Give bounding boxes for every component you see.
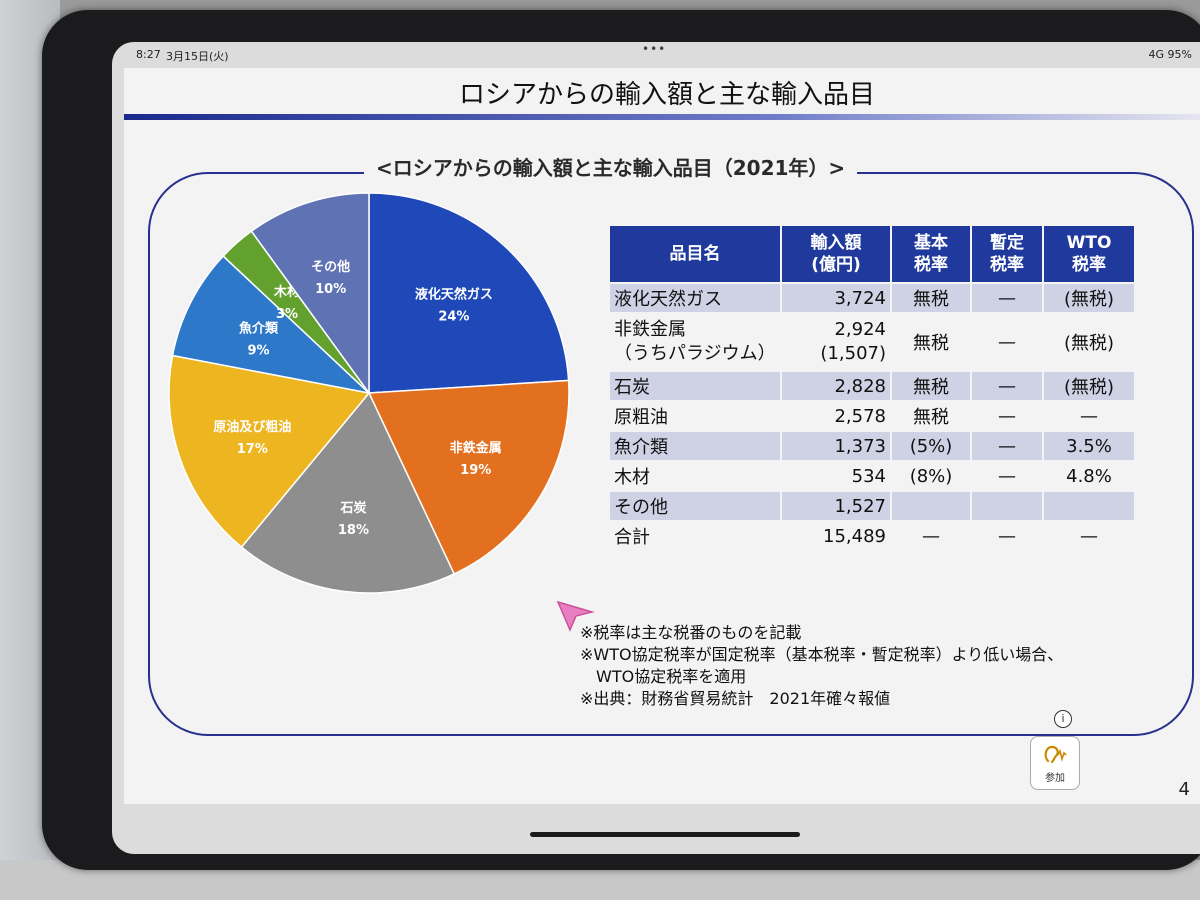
cell-wto: (無税) [1042,370,1136,402]
header-item: 品目名 [608,224,782,284]
join-button[interactable]: 参加 [1030,736,1080,790]
cell-basic: 無税 [890,282,972,314]
pie-slice-percent: 10% [315,282,346,297]
pie-slice-label: 原油及び粗油 [213,419,291,435]
status-time: 8:27 [136,48,161,61]
table-row: 石炭 2,828 無税 — (無税) [608,370,1136,402]
cell-basic: 無税 [890,370,972,402]
slide-title: ロシアからの輸入額と主な輸入品目 [458,80,875,110]
cell-provisional: — [970,400,1044,432]
cell-item: 非鉄金属 （うちパラジウム） [608,312,782,372]
info-icon[interactable]: i [1054,710,1072,728]
cell-item: 魚介類 [608,430,782,462]
pie-slice [368,192,570,394]
table-row: 木材 534 (8%) — 4.8% [608,460,1136,492]
table-header-row: 品目名 輸入額 (億円) 基本 税率 暫定 税率 WTO 税率 [608,224,1136,284]
cell-amount: 15,489 [780,520,892,552]
cell-provisional: — [970,282,1044,314]
cell-item: その他 [608,490,782,522]
cell-wto: — [1042,400,1136,432]
cell-wto: (無税) [1042,282,1136,314]
pie-slice [250,192,370,396]
cell-basic: 無税 [890,312,972,372]
header-provisional-rate: 暫定 税率 [970,224,1044,284]
home-indicator[interactable] [530,832,800,837]
table-row: 液化天然ガス 3,724 無税 — (無税) [608,282,1136,314]
cell-provisional: — [970,430,1044,462]
pie-chart: 液化天然ガス24%非鉄金属19%石炭18%原油及び粗油17%魚介類9%木材3%そ… [168,192,570,594]
cell-amount: 1,373 [780,430,892,462]
cell-item: 液化天然ガス [608,282,782,314]
pie-slice-percent: 3% [276,307,298,322]
footnote-line: ※税率は主な税番のものを記載 [580,623,802,642]
status-date: 3月15日(火) [166,50,229,63]
cell-item: 原粗油 [608,400,782,432]
tablet-screen: 8:27 3月15日(火) ••• 4G 95% ロシアからの輸入額と主な輸入品… [112,42,1200,854]
cell-wto: (無税) [1042,312,1136,372]
pie-slice-label: 非鉄金属 [450,440,502,456]
title-underline-bar [124,114,1200,120]
panel-title: <ロシアからの輸入額と主な輸入品目（2021年）> [364,152,858,181]
pie-slice-label: 液化天然ガス [415,287,493,303]
cell-amount: 534 [780,460,892,492]
presentation-slide: ロシアからの輸入額と主な輸入品目 <ロシアからの輸入額と主な輸入品目（2021年… [124,68,1200,804]
laser-pointer-cursor-icon [556,600,595,632]
table-row: その他 1,527 [608,490,1136,522]
cell-item: 石炭 [608,370,782,402]
footnotes: ※税率は主な税番のものを記載 ※WTO協定税率が国定税率（基本税率・暫定税率）よ… [580,622,1063,710]
status-bar: 8:27 3月15日(火) ••• 4G 95% [112,42,1200,68]
footnote-line: WTO協定税率を適用 [580,667,747,686]
cell-provisional: — [970,460,1044,492]
cell-provisional: — [970,520,1044,552]
header-wto-rate: WTO 税率 [1042,224,1136,284]
multitasking-dots-icon[interactable]: ••• [642,42,667,56]
header-amount: 輸入額 (億円) [780,224,892,284]
page-number: 4 [1178,779,1190,800]
cell-basic: (8%) [890,460,972,492]
footnote-line: ※出典：財務省貿易統計 2021年確々報値 [580,689,891,708]
cell-amount: 1,527 [780,490,892,522]
pie-slice [240,391,456,594]
pie-slice-label: 魚介類 [239,321,279,337]
pie-slice-percent: 9% [247,344,269,359]
pie-slice-label: 石炭 [339,500,366,516]
pie-slice-label: その他 [311,259,350,275]
cell-basic: 無税 [890,400,972,432]
pie-slice-percent: 19% [460,463,491,478]
pie-slice-percent: 17% [237,442,268,457]
pie-slice-percent: 18% [338,523,369,538]
footnote-line: ※WTO協定税率が国定税率（基本税率・暫定税率）より低い場合、 [580,645,1064,664]
join-button-label: 参加 [1045,773,1065,784]
header-basic-rate: 基本 税率 [890,224,972,284]
ear-icon [1044,745,1067,764]
cell-amount: 2,578 [780,400,892,432]
table-row: 魚介類 1,373 (5%) — 3.5% [608,430,1136,462]
pie-slice-percent: 24% [438,310,469,325]
cell-wto [1042,490,1136,522]
cell-amount: 3,724 [780,282,892,314]
status-network: 4G 95% [1148,48,1192,61]
pie-slice [168,354,371,549]
table-row: 非鉄金属 （うちパラジウム） 2,924 (1,507) 無税 — (無税) [608,312,1136,372]
cell-item: 合計 [608,520,782,552]
cell-provisional: — [970,370,1044,402]
table-row: 原粗油 2,578 無税 — — [608,400,1136,432]
cell-item: 木材 [608,460,782,492]
cell-provisional: — [970,312,1044,372]
cell-wto: — [1042,520,1136,552]
pie-slice [367,379,570,575]
cell-basic: (5%) [890,430,972,462]
pie-slice [171,255,372,395]
tablet-bezel: 8:27 3月15日(火) ••• 4G 95% ロシアからの輸入額と主な輸入品… [42,10,1200,870]
cell-wto: 3.5% [1042,430,1136,462]
import-table: 品目名 輸入額 (億円) 基本 税率 暫定 税率 WTO 税率 液化天然ガス 3,724… [608,224,1136,552]
cell-wto: 4.8% [1042,460,1136,492]
cell-basic [890,490,972,522]
cell-basic: — [890,520,972,552]
table-row-total: 合計 15,489 — — — [608,520,1136,552]
cell-amount: 2,924 (1,507) [780,312,892,372]
cell-amount: 2,828 [780,370,892,402]
cell-provisional [970,490,1044,522]
